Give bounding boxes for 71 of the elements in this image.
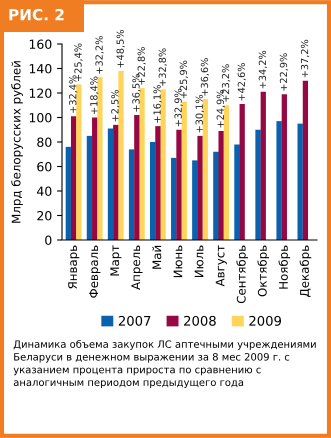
bar [92,118,98,240]
annotation: +37,2% [300,40,310,78]
x-tick-label: Май [152,246,162,269]
bar [197,136,203,240]
x-tick-label: Июль [194,246,204,277]
bar [171,158,176,240]
annotation: +34,2% [258,50,268,88]
annotation: +42,6% [238,63,246,101]
y-tick-label: 20 [37,210,52,220]
chart-title: РИС. 2 [9,8,64,20]
annotation: +2,5% [111,90,120,122]
bar [282,94,287,240]
bar [240,104,245,240]
bar [176,130,182,240]
legend-label: 2007 [118,316,150,326]
y-axis-title: Млрд белорусских рублей [11,61,23,223]
x-tick-label: Август [216,245,227,286]
bar [255,130,261,240]
bar [213,152,218,240]
bar [66,146,71,240]
x-tick-label: Октябрь [257,246,270,296]
bar [302,80,308,240]
bar [70,116,76,240]
x-tick-label: Июнь [174,246,182,278]
bar [128,149,134,240]
y-tick-label: 120 [30,88,52,98]
annotation: +32,8% [158,48,167,86]
annotation: +18,4% [90,76,98,114]
bar [134,115,140,240]
y-tick-label: 60 [37,162,52,172]
bar [118,70,124,240]
x-tick-label: Январь [68,246,80,289]
x-tick-label: Март [110,245,122,276]
bar [160,89,166,240]
x-tick-label: Апрель [131,246,143,290]
annotation: +16,1% [153,85,162,123]
bar [139,88,145,240]
annotation: +36,6% [200,58,210,96]
annotation: +30,1% [196,94,204,132]
bar [224,105,230,240]
bar [234,144,240,240]
bar [108,128,114,240]
annotation: +32,2% [95,36,104,74]
bar [298,124,303,240]
bar [155,126,161,240]
y-tick-label: 140 [30,64,52,74]
bar [76,84,82,240]
bar [182,102,187,240]
x-tick-label: Февраль [89,246,100,298]
text: Динамика объема закупок ЛС аптечными учреждениями Беларуси в денежном выражении за 8 мес 2009 г. с указанием процента прироста по сравнению с аналогичным периодом предыдущего года [14,340,316,388]
x-tick-label: Сентябрь [236,246,248,304]
y-tick-label: 100 [30,112,52,122]
bar [276,121,282,240]
bar [260,92,266,240]
bar [86,136,92,240]
bar [150,142,156,240]
bar [97,77,103,240]
bar [113,124,118,240]
y-tick-label: 80 [37,137,52,147]
legend-label: 2009 [249,316,282,326]
y-tick-label: 160 [30,39,52,49]
annotation: +22,9% [280,53,288,91]
annotation: +48,5% [116,30,125,68]
bar [192,160,198,240]
x-tick-label: Декабрь [300,246,312,297]
bar [202,99,208,240]
x-tick-label: Ноябрь [278,246,290,289]
y-tick-label: 0 [45,235,52,245]
y-tick-label: 40 [36,186,52,196]
legend-label: 2008 [184,316,216,326]
bar [218,130,224,240]
